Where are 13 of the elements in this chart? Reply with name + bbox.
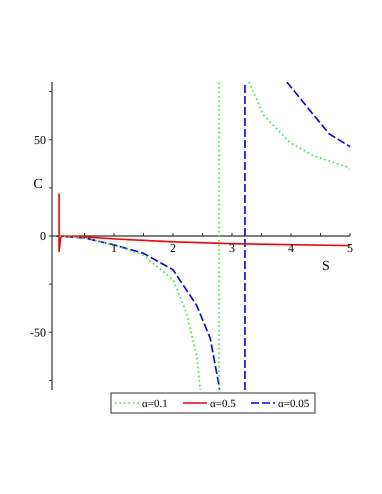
legend-label: α=0.5 <box>210 398 236 410</box>
y-axis-title: C <box>33 176 43 192</box>
y-tick-label: 0 <box>40 229 46 243</box>
x-tick-label: 3 <box>228 241 235 255</box>
x-tick-label: 5 <box>347 241 353 255</box>
legend-label: α=0.05 <box>278 398 310 410</box>
y-tick-label: -50 <box>30 325 46 340</box>
x-tick-label: 4 <box>288 241 294 255</box>
y-tick-label: 50 <box>34 132 46 147</box>
x-axis-title: S <box>322 259 330 274</box>
x-tick-label: 1 <box>110 241 117 255</box>
legend-label: α=0.1 <box>142 398 168 410</box>
x-tick-label: 2 <box>170 241 176 255</box>
